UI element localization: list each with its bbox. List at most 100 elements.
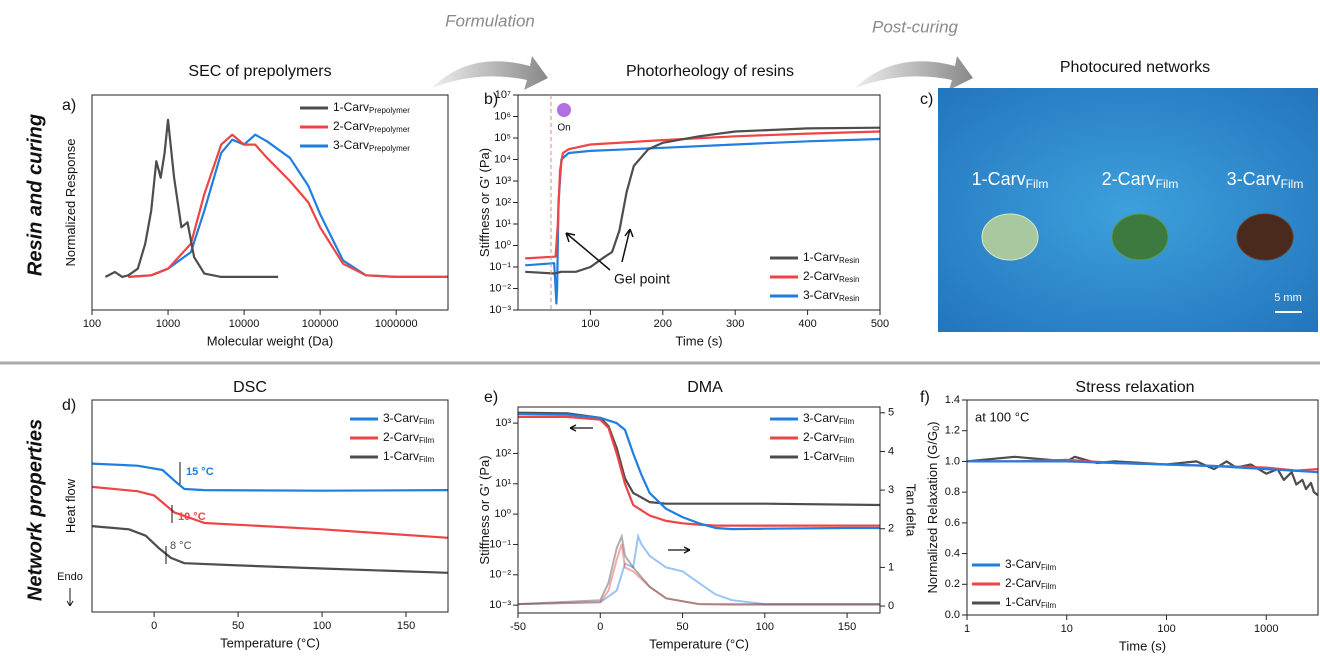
x-tick-label: 0 (151, 620, 157, 632)
legend-sub: Film (419, 436, 434, 445)
y-label-text: Normalized Response (63, 139, 78, 267)
legend-label: 3-CarvPrepolymer (333, 138, 410, 153)
x-tick-label: 1 (964, 623, 970, 635)
film-subscript: Film (1156, 177, 1179, 191)
y-tick-label: 10⁻³ (489, 599, 511, 611)
legend-name: 1-Carv (333, 100, 369, 114)
film-label: 1-CarvFilm (972, 169, 1049, 191)
legend-name: 3-Carv (803, 411, 839, 425)
film-label: 2-CarvFilm (1102, 169, 1179, 191)
panel-letter: b) (484, 91, 498, 108)
y-tick-label: 0.4 (945, 547, 960, 559)
x-axis-label: Molecular weight (Da) (207, 333, 333, 348)
y-label-text: Stiffness or G' (Pa) (477, 455, 492, 564)
data-line (967, 460, 1319, 474)
film-name: 2-Carv (1102, 169, 1156, 189)
formulation-arrow (432, 56, 548, 90)
x-tick-label: 1000 (156, 318, 180, 330)
legend-sub: Film (1041, 582, 1056, 591)
data-line (517, 412, 880, 531)
annotation: 10 °C (178, 511, 206, 523)
y2-tick-label: 1 (888, 561, 894, 573)
tan-delta-line (517, 533, 880, 606)
legend-label: 3-CarvResin (803, 288, 859, 303)
annotation: 15 °C (186, 466, 214, 478)
x-tick-label: 1000 (1254, 623, 1278, 635)
film-subscript: Film (1026, 177, 1049, 191)
y-tick-label: 1.0 (945, 455, 960, 467)
data-line (525, 126, 881, 275)
x-tick-label: 100 (1157, 623, 1175, 635)
panel-title: Stress relaxation (1075, 379, 1194, 396)
tan-delta-line (517, 532, 880, 606)
y-tick-label: 10³ (495, 175, 511, 187)
legend-label: 1-CarvFilm (383, 449, 434, 464)
y-tick-label: 10⁻¹ (489, 538, 511, 550)
photo (938, 88, 1318, 332)
legend-name: 1-Carv (803, 449, 839, 463)
legend-name: 3-Carv (803, 288, 839, 302)
panel-letter: a) (62, 97, 76, 114)
panel-title: DSC (233, 379, 267, 396)
panel-letter: f) (920, 389, 930, 406)
legend-name: 3-Carv (383, 411, 419, 425)
legend-sub: Film (839, 417, 854, 426)
legend-label: 3-CarvFilm (803, 411, 854, 426)
x-tick-label: 400 (798, 318, 816, 330)
bulb-icon (557, 103, 571, 117)
legend-label: 1-CarvResin (803, 250, 859, 265)
legend-label: 2-CarvFilm (383, 430, 434, 445)
x-axis-label: Temperature (°C) (220, 635, 320, 650)
legend-sub: Prepolymer (369, 144, 410, 153)
legend-sub: Film (839, 455, 854, 464)
x-tick-label: 200 (654, 318, 672, 330)
y2-tick-label: 2 (888, 523, 894, 535)
endo-arrow (66, 588, 74, 607)
y-tick-label: 10⁰ (494, 508, 511, 520)
y-tick-label: 0.0 (945, 609, 960, 621)
x-tick-label: 150 (838, 621, 856, 633)
post-curing-arrow (855, 56, 973, 90)
legend-label: 2-CarvResin (803, 269, 859, 284)
film-disk (981, 213, 1039, 261)
annotation: 8 °C (170, 540, 192, 552)
legend-sub: Film (1041, 601, 1056, 610)
data-line (966, 455, 1319, 497)
y-tick-label: 10² (495, 196, 511, 208)
y-tick-label: 0.8 (945, 486, 960, 498)
y2-tick-label: 5 (888, 407, 894, 419)
legend-name: 1-Carv (383, 449, 419, 463)
y-label-text: Heat flow (63, 478, 78, 533)
y-tick-label: 10⁵ (494, 132, 511, 144)
x-tick-label: 100000 (302, 318, 339, 330)
film-name: 1-Carv (972, 169, 1026, 189)
y2-tick-label: 3 (888, 484, 894, 496)
y-axis-label: Heat flow (63, 478, 78, 533)
data-line (91, 525, 449, 574)
legend-sub: Resin (839, 256, 859, 265)
y-axis-label: Normalized Relaxation (G/G0) (925, 422, 941, 594)
legend-name: 2-Carv (803, 430, 839, 444)
row-label: Resin and curing (24, 114, 46, 276)
y-tick-label: 0.2 (945, 578, 960, 590)
y-tick-label: 10¹ (495, 478, 511, 490)
panel-letter: c) (920, 91, 933, 108)
y-tick-label: 1.2 (945, 425, 960, 437)
y-tick-label: 10¹ (495, 218, 511, 230)
y-label-sub: 0 (931, 426, 941, 431)
axis-arrow (569, 424, 691, 554)
film-name: 3-Carv (1227, 169, 1281, 189)
x-tick-label: 150 (397, 620, 415, 632)
legend-name: 1-Carv (803, 250, 839, 264)
data-line (525, 137, 881, 305)
data-line (91, 462, 449, 492)
x-axis-label: Temperature (°C) (649, 636, 749, 651)
legend-label: 2-CarvFilm (1005, 576, 1056, 591)
y-tick-label: 10⁷ (495, 89, 511, 101)
legend-name: 2-Carv (1005, 576, 1041, 590)
endo-label: Endo (57, 571, 83, 583)
x-tick-label: 300 (726, 318, 744, 330)
legend-sub: Resin (839, 294, 859, 303)
legend-name: 3-Carv (1005, 557, 1041, 571)
